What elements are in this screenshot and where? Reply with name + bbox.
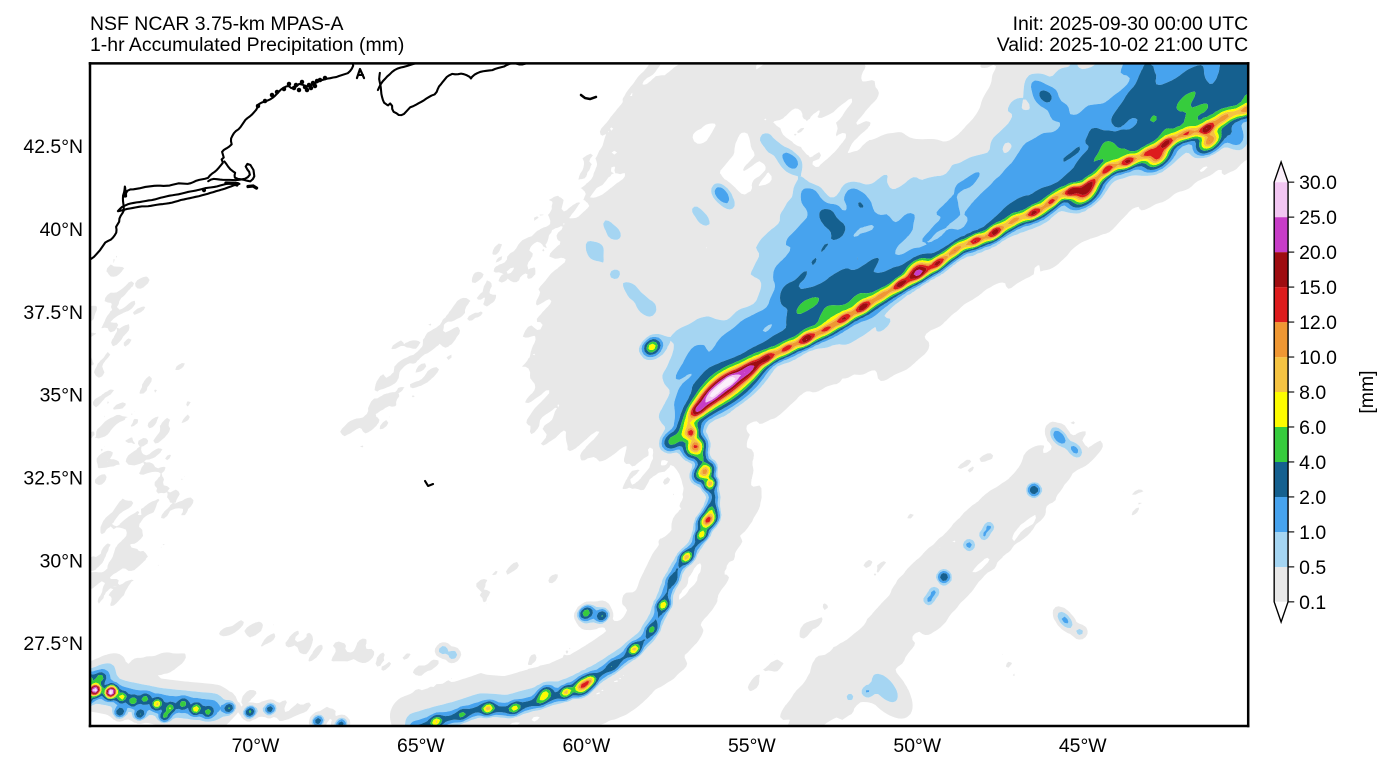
- svg-text:30°N: 30°N: [40, 550, 83, 572]
- svg-text:27.5°N: 27.5°N: [23, 633, 83, 655]
- svg-text:1.0: 1.0: [1299, 522, 1326, 544]
- svg-text:1-hr Accumulated Precipitation: 1-hr Accumulated Precipitation (mm): [90, 34, 404, 56]
- svg-text:40°N: 40°N: [40, 219, 83, 241]
- svg-text:25.0: 25.0: [1299, 207, 1337, 229]
- svg-text:42.5°N: 42.5°N: [23, 136, 83, 158]
- svg-text:[mm]: [mm]: [1356, 370, 1378, 413]
- svg-text:20.0: 20.0: [1299, 242, 1337, 264]
- svg-text:65°W: 65°W: [397, 735, 445, 757]
- svg-text:60°W: 60°W: [562, 735, 610, 757]
- svg-text:Valid: 2025-10-02 21:00 UTC: Valid: 2025-10-02 21:00 UTC: [997, 34, 1248, 56]
- svg-text:8.0: 8.0: [1299, 382, 1326, 404]
- svg-text:30.0: 30.0: [1299, 172, 1337, 194]
- svg-text:6.0: 6.0: [1299, 417, 1326, 439]
- svg-text:10.0: 10.0: [1299, 347, 1337, 369]
- svg-text:55°W: 55°W: [728, 735, 776, 757]
- svg-text:2.0: 2.0: [1299, 487, 1326, 509]
- svg-text:4.0: 4.0: [1299, 452, 1326, 474]
- svg-text:0.5: 0.5: [1299, 557, 1326, 579]
- svg-text:45°W: 45°W: [1059, 735, 1107, 757]
- svg-text:0.1: 0.1: [1299, 592, 1326, 614]
- svg-text:37.5°N: 37.5°N: [23, 302, 83, 324]
- svg-text:15.0: 15.0: [1299, 277, 1337, 299]
- svg-text:32.5°N: 32.5°N: [23, 468, 83, 490]
- svg-text:70°W: 70°W: [232, 735, 280, 757]
- svg-text:50°W: 50°W: [893, 735, 941, 757]
- svg-text:35°N: 35°N: [40, 385, 83, 407]
- svg-text:Init: 2025-09-30 00:00 UTC: Init: 2025-09-30 00:00 UTC: [1013, 13, 1249, 35]
- svg-text:NSF NCAR 3.75-km MPAS-A: NSF NCAR 3.75-km MPAS-A: [90, 13, 343, 35]
- svg-text:12.0: 12.0: [1299, 312, 1337, 334]
